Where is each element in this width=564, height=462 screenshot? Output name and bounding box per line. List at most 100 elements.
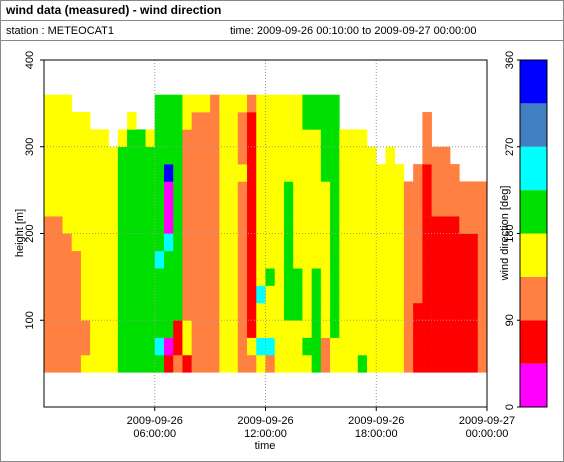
cell xyxy=(80,112,91,130)
cell xyxy=(191,129,202,148)
cell xyxy=(90,164,100,182)
cell xyxy=(256,268,266,286)
cell xyxy=(219,129,229,148)
cell xyxy=(302,268,312,286)
cell xyxy=(357,146,368,165)
cell xyxy=(173,181,183,200)
cell xyxy=(71,354,82,373)
cell xyxy=(173,302,183,321)
colorbar-swatch xyxy=(520,276,547,321)
cell xyxy=(256,302,266,321)
cell xyxy=(459,233,469,252)
cell xyxy=(117,181,128,200)
cell xyxy=(237,216,248,234)
cell xyxy=(53,320,63,338)
cell xyxy=(117,164,128,182)
cell xyxy=(182,354,192,373)
cell xyxy=(163,285,174,304)
cell xyxy=(422,112,432,130)
cell xyxy=(311,233,322,252)
cell xyxy=(210,216,220,234)
cell xyxy=(320,354,331,373)
cell xyxy=(44,233,54,252)
cells xyxy=(44,94,488,373)
cell xyxy=(90,216,100,234)
cell xyxy=(53,250,63,269)
cell xyxy=(339,216,349,234)
cell xyxy=(311,94,322,113)
cell xyxy=(163,164,174,182)
cell xyxy=(431,233,442,252)
cell xyxy=(44,337,54,356)
colorbar-swatch xyxy=(520,60,547,104)
cell xyxy=(163,354,174,373)
cell xyxy=(422,320,432,338)
cell xyxy=(468,354,479,373)
cell xyxy=(117,285,128,304)
cell xyxy=(127,337,137,356)
cell xyxy=(302,146,312,165)
cell xyxy=(256,337,266,356)
cell xyxy=(154,146,165,165)
cell xyxy=(90,198,100,217)
cell xyxy=(385,354,396,373)
cell xyxy=(53,146,63,165)
cell xyxy=(440,198,451,217)
cell xyxy=(173,129,183,148)
cell xyxy=(293,198,303,217)
cell xyxy=(200,129,211,148)
cell xyxy=(182,94,192,113)
cell xyxy=(71,129,82,148)
cell xyxy=(403,285,414,304)
cell xyxy=(108,320,119,338)
cell xyxy=(228,250,239,269)
cell xyxy=(191,164,202,182)
cell xyxy=(145,250,156,269)
cell xyxy=(62,216,72,234)
cell xyxy=(71,181,82,200)
cell xyxy=(413,164,423,182)
cell xyxy=(191,320,202,338)
cell xyxy=(108,216,119,234)
cell xyxy=(403,354,414,373)
cell xyxy=(44,112,54,130)
cell xyxy=(293,146,303,165)
cell xyxy=(182,337,192,356)
cell xyxy=(71,320,82,338)
cell xyxy=(459,302,469,321)
cell xyxy=(182,164,192,182)
cell xyxy=(71,268,82,286)
cell xyxy=(136,354,146,373)
cell xyxy=(90,354,100,373)
cell xyxy=(274,268,285,286)
cell xyxy=(127,146,137,165)
cell xyxy=(302,337,312,356)
cell xyxy=(376,268,386,286)
cell xyxy=(154,285,165,304)
cell xyxy=(200,146,211,165)
cell xyxy=(200,354,211,373)
cell xyxy=(210,112,220,130)
cell xyxy=(256,285,266,304)
cell xyxy=(247,146,257,165)
cell xyxy=(127,198,137,217)
cell xyxy=(339,302,349,321)
cell xyxy=(459,181,469,200)
cell xyxy=(219,250,229,269)
cell xyxy=(302,129,312,148)
cell xyxy=(367,337,377,356)
cell xyxy=(80,250,91,269)
cell xyxy=(53,129,63,148)
cell xyxy=(247,129,257,148)
cell xyxy=(200,94,211,113)
cell xyxy=(320,129,331,148)
cell xyxy=(477,354,488,373)
cell xyxy=(99,181,109,200)
cell xyxy=(191,354,202,373)
cell xyxy=(339,233,349,252)
cell xyxy=(265,129,276,148)
cell xyxy=(163,181,174,200)
cell xyxy=(293,302,303,321)
cell xyxy=(339,354,349,373)
cell xyxy=(237,337,248,356)
